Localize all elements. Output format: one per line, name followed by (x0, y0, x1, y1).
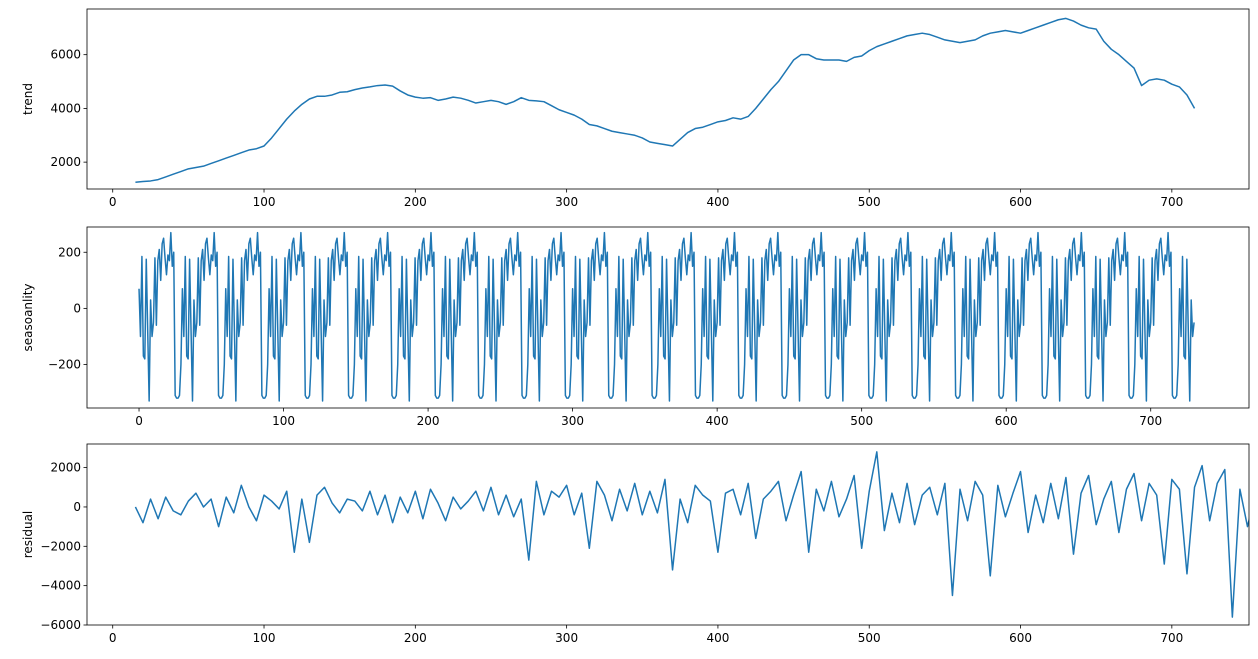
trend-x-tick-label: 0 (109, 195, 117, 209)
trend-x-tick-label: 100 (253, 195, 276, 209)
residual-y-tick-label: 0 (73, 500, 81, 514)
trend-y-tick-label: 4000 (50, 101, 81, 115)
seasonality-axes-frame (86, 226, 1250, 409)
seasonality-x-tick-label: 0 (135, 414, 143, 428)
trend-axes-frame (86, 8, 1250, 190)
residual-y-axis-label: residual (21, 511, 35, 559)
residual-y-tick-label: −2000 (40, 539, 81, 553)
trend-x-tick-label: 500 (858, 195, 881, 209)
residual-x-tick-label: 500 (858, 631, 881, 645)
residual-panel: 0 100 200 300 400 500 600 700 −6000 −4000 −2000 0 20… (21, 443, 1250, 645)
residual-x-tick-label: 200 (404, 631, 427, 645)
seasonality-x-tick-label: 600 (995, 414, 1018, 428)
trend-panel: 0 100 200 300 400 500 600 700 2000 4000 6000 trend (21, 8, 1250, 209)
seasonality-y-tick-label: 0 (73, 301, 81, 315)
residual-axes-frame (86, 443, 1250, 626)
seasonality-y-axis-label: seasoanlity (21, 283, 35, 351)
seasonality-series-line (138, 231, 1195, 402)
seasonality-y-tick-label: −200 (48, 358, 81, 372)
residual-x-tick-label: 700 (1160, 631, 1183, 645)
trend-x-tick-label: 400 (706, 195, 729, 209)
residual-x-tick-label: 400 (706, 631, 729, 645)
seasonality-x-tick-label: 200 (417, 414, 440, 428)
residual-y-tick-label: −6000 (40, 618, 81, 632)
trend-x-tick-label: 700 (1160, 195, 1183, 209)
trend-x-tick-label: 200 (404, 195, 427, 209)
trend-y-tick-label: 6000 (50, 48, 81, 62)
seasonality-x-tick-label: 100 (272, 414, 295, 428)
seasonality-x-tick-label: 300 (561, 414, 584, 428)
trend-x-tick-label: 300 (555, 195, 578, 209)
trend-series-line (135, 17, 1196, 184)
seasonality-x-tick-label: 500 (850, 414, 873, 428)
residual-x-tick-label: 300 (555, 631, 578, 645)
residual-x-tick-label: 100 (253, 631, 276, 645)
residual-y-tick-label: −4000 (40, 579, 81, 593)
residual-x-tick-label: 600 (1009, 631, 1032, 645)
seasonality-panel: 0 100 200 300 400 500 600 700 −200 0 200 seasoanlit… (21, 226, 1250, 428)
residual-x-tick-label: 0 (109, 631, 117, 645)
residual-series-line (134, 451, 1249, 618)
trend-y-tick-label: 2000 (50, 155, 81, 169)
seasonality-x-tick-label: 400 (706, 414, 729, 428)
seasonality-x-tick-label: 700 (1139, 414, 1162, 428)
seasonality-y-tick-label: 200 (58, 245, 81, 259)
trend-y-axis-label: trend (21, 83, 35, 115)
trend-x-tick-label: 600 (1009, 195, 1032, 209)
residual-y-tick-label: 2000 (50, 461, 81, 475)
